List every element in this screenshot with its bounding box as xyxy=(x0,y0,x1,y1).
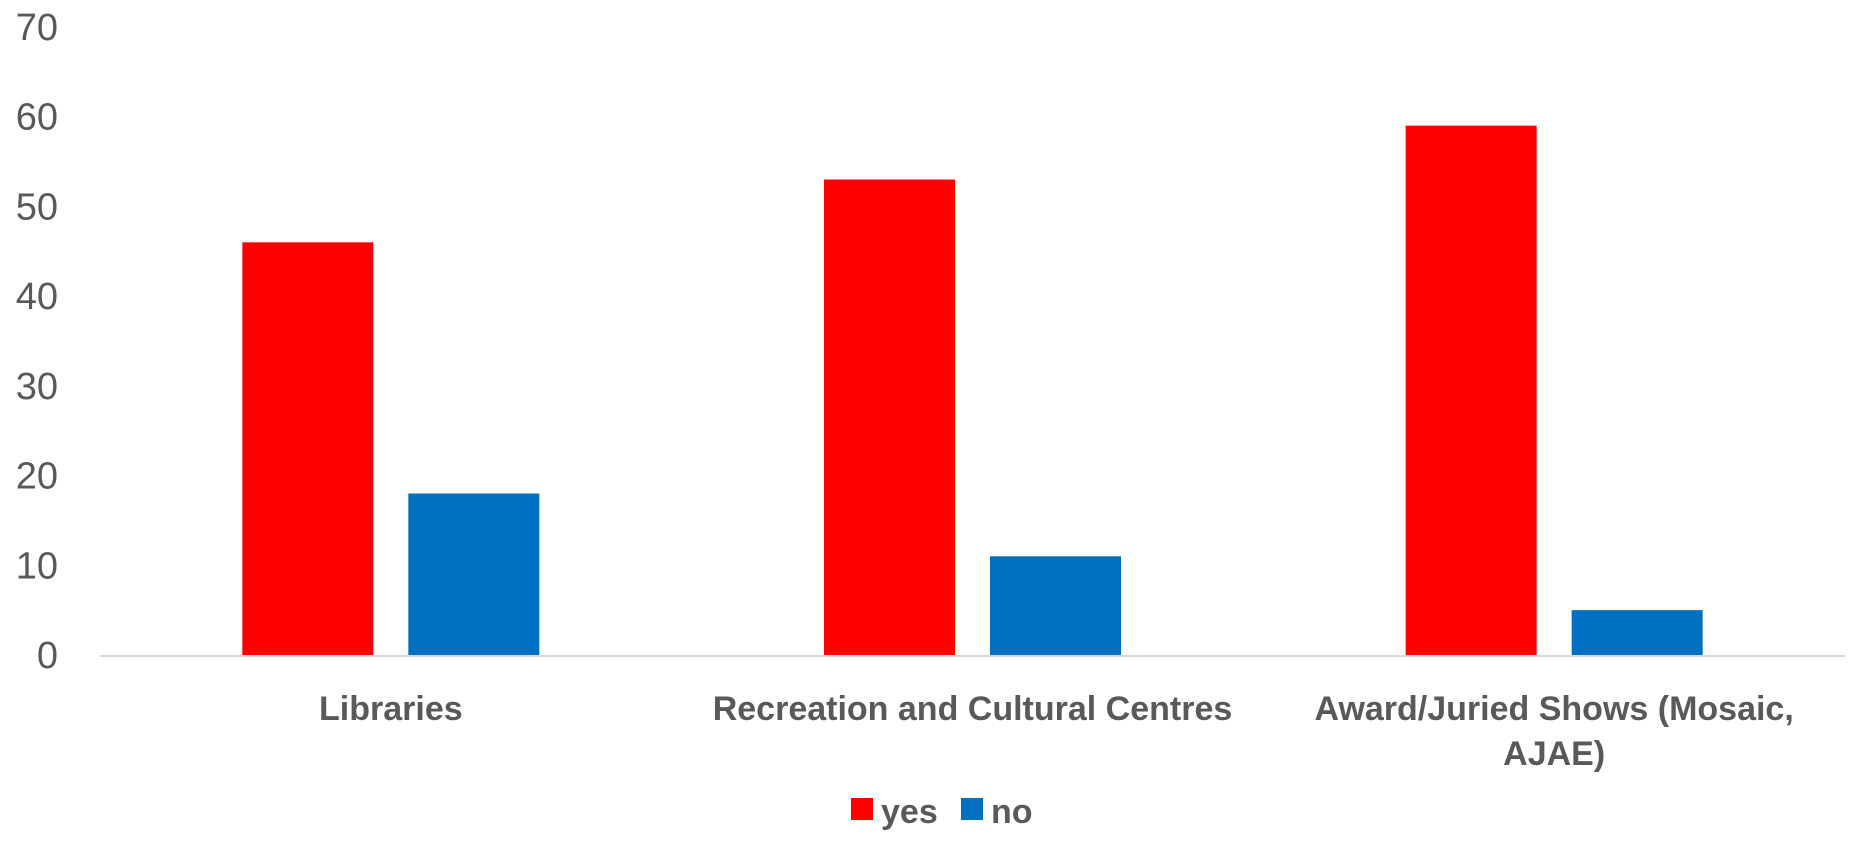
y-tick-label: 70 xyxy=(16,7,58,49)
y-tick-label: 10 xyxy=(16,545,58,587)
x-category-label: Award/Juried Shows (Mosaic, xyxy=(1315,690,1794,728)
y-tick-label: 30 xyxy=(16,366,58,408)
legend-label-no: no xyxy=(991,793,1033,831)
legend-swatch-no xyxy=(961,798,983,820)
bar-no xyxy=(408,493,540,655)
x-category-label: Libraries xyxy=(319,690,463,728)
y-tick-label: 50 xyxy=(16,186,58,228)
y-tick-label: 20 xyxy=(16,456,58,498)
bar-yes xyxy=(824,179,955,655)
category-labels: Libraries Recreation and Cultural Centres… xyxy=(319,690,1794,773)
x-category-label: Recreation and Cultural Centres xyxy=(713,690,1233,728)
legend-swatch-yes xyxy=(851,798,873,820)
y-tick-label: 0 xyxy=(37,635,58,677)
bar-yes xyxy=(1405,125,1537,655)
x-category-label: AJAE) xyxy=(1503,735,1605,773)
y-tick-label: 60 xyxy=(16,97,58,139)
bar-no xyxy=(1571,610,1703,655)
y-axis-ticks: 0 10 20 30 40 50 60 70 xyxy=(16,7,58,677)
legend: yes no xyxy=(851,793,1033,831)
bars xyxy=(242,125,1703,656)
bar-yes xyxy=(242,242,374,656)
bar-no xyxy=(990,556,1121,655)
legend-label-yes: yes xyxy=(881,793,938,831)
y-tick-label: 40 xyxy=(16,276,58,318)
